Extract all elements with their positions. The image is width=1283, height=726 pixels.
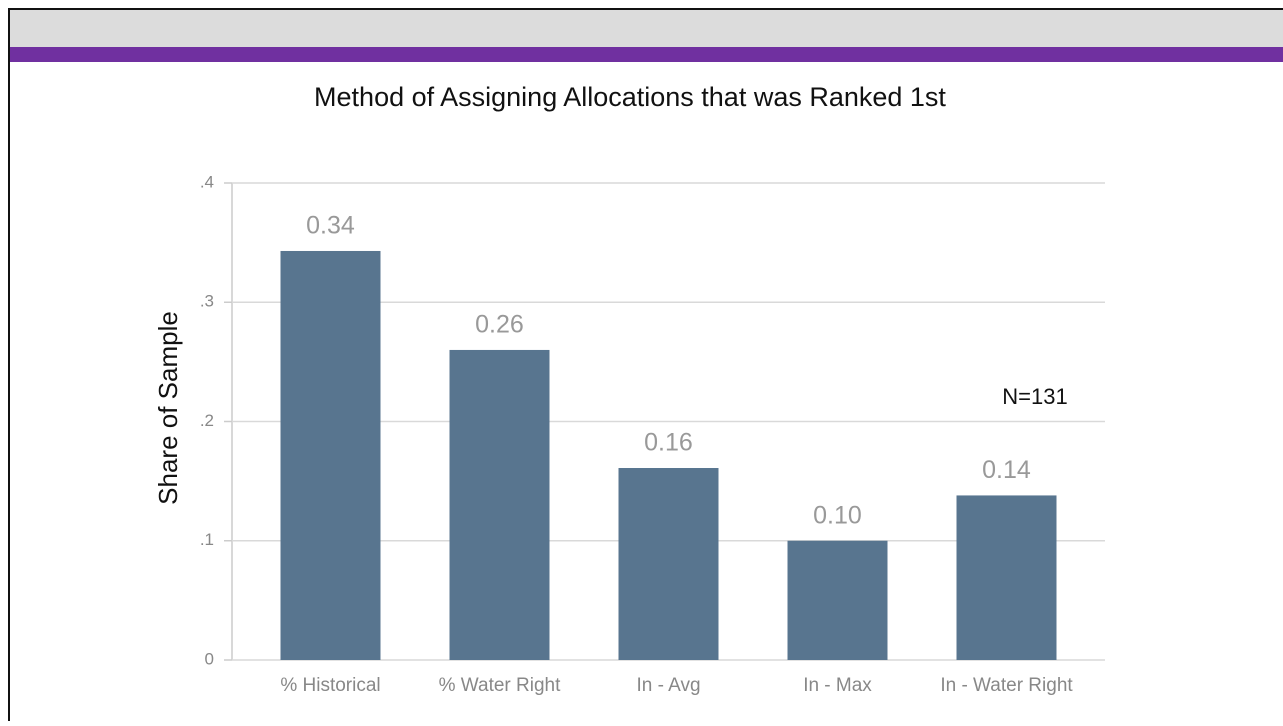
value-label: 0.34	[306, 212, 355, 240]
bar	[280, 250, 381, 660]
y-tick-label: .1	[200, 530, 214, 549]
x-tick-label: In - Water Right	[940, 675, 1073, 696]
y-tick-label: .2	[200, 411, 214, 430]
x-tick-label: In - Max	[803, 675, 872, 696]
y-axis-title: Share of Sample	[153, 311, 183, 505]
bar	[956, 495, 1057, 660]
bar	[618, 468, 719, 660]
y-tick-label: .4	[200, 172, 214, 191]
value-label: 0.26	[475, 311, 524, 339]
annotation: N=131	[1002, 384, 1067, 409]
x-tick-label: In - Avg	[636, 675, 700, 696]
x-tick-label: % Water Right	[439, 675, 561, 696]
chart-title: Method of Assigning Allocations that was…	[314, 82, 946, 112]
value-label: 0.14	[982, 456, 1031, 484]
y-tick-label: .3	[200, 292, 214, 311]
x-tick-label: % Historical	[280, 675, 380, 696]
bar	[787, 540, 888, 660]
value-label: 0.16	[644, 429, 693, 457]
value-label: 0.10	[813, 501, 862, 529]
y-tick-label: 0	[205, 649, 214, 668]
accent-band	[10, 47, 1283, 62]
bar	[449, 349, 550, 660]
header-band	[10, 10, 1283, 47]
